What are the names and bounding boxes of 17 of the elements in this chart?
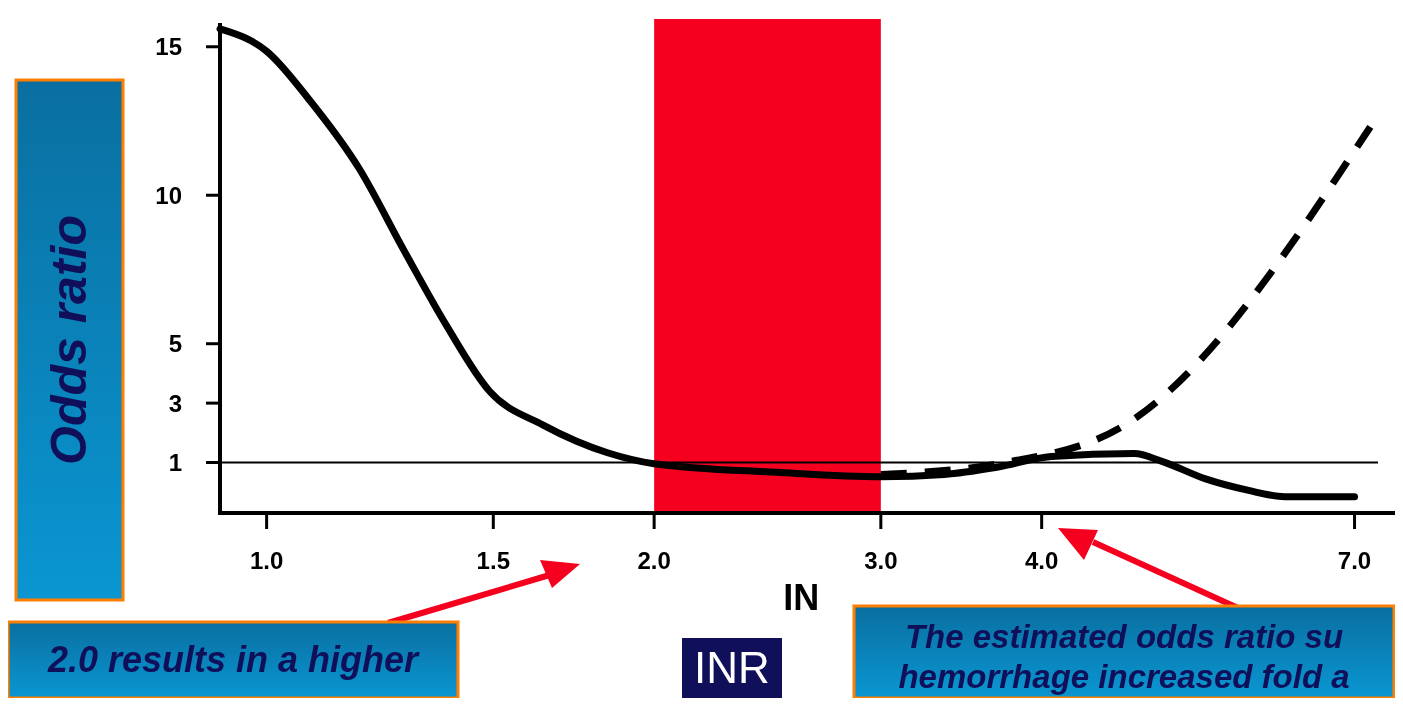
- text: hemorrhage increased fold a: [898, 658, 1350, 695]
- y-tick-label: 10: [155, 181, 182, 209]
- x-tick-label: 1.0: [249, 547, 284, 574]
- y-tick-label: 1: [168, 448, 182, 476]
- text: INR: [694, 643, 770, 692]
- y-tick-label: 3: [168, 389, 182, 417]
- x-tick-label: 1.5: [476, 547, 510, 574]
- text: The estimated odds ratio su: [904, 618, 1344, 655]
- x-tick-label: 4.0: [1024, 547, 1059, 574]
- x-tick-label: 2.0: [637, 547, 671, 574]
- y-tick-label: 15: [155, 33, 182, 61]
- y-axis-title: Odds ratio: [41, 214, 97, 466]
- y-tick-label: 5: [168, 330, 182, 358]
- x-tick-label: 7.0: [1337, 547, 1372, 574]
- x-tick-label: 3.0: [864, 547, 898, 574]
- x-axis-title: IN: [783, 577, 820, 618]
- text: 2.0 results in a higher: [46, 639, 421, 680]
